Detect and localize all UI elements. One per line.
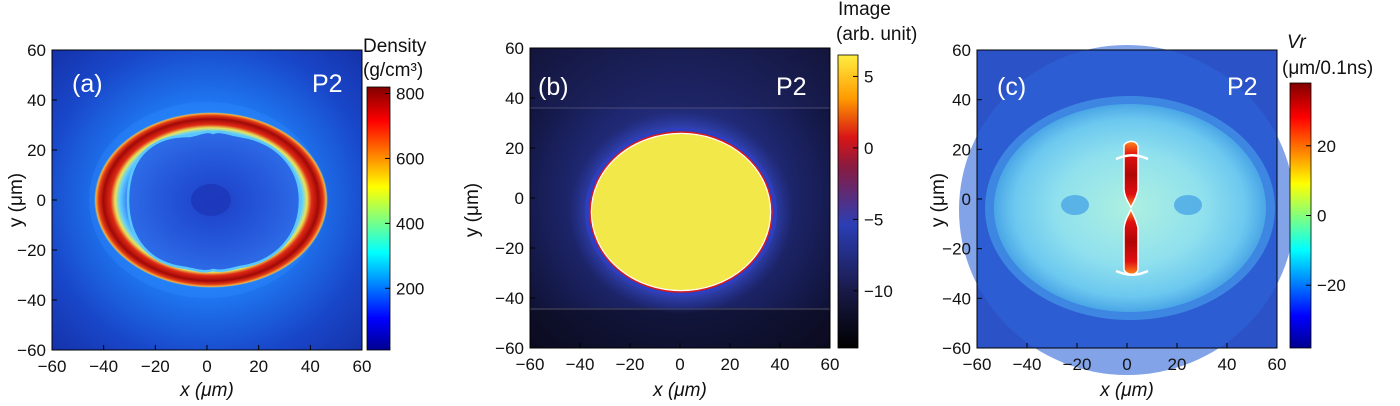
x-ticks-a: −60 −40 −20 0 20 40 60 <box>38 345 372 376</box>
x-tick-label: −40 <box>89 357 118 376</box>
x-tick-label: 20 <box>721 355 740 374</box>
y-axis-label-c: y (μm) <box>928 173 949 227</box>
colorbar-title-c-line1: Vr <box>1287 32 1306 53</box>
x-tick-label: 40 <box>1218 355 1237 374</box>
panel-label-c: (c) <box>997 73 1026 101</box>
colorbar-tick-label: 20 <box>1317 137 1336 156</box>
x-tick-label: 60 <box>1268 355 1287 374</box>
y-tick-label: 40 <box>952 91 971 110</box>
tag-p2-c: P2 <box>1227 73 1258 101</box>
x-tick-label: −60 <box>38 357 67 376</box>
panel-c: (c) P2 −60 −40 −20 0 20 40 60 −60 −40 −20 0 20 40 60… <box>928 32 1373 401</box>
tag-p2-b: P2 <box>776 73 807 101</box>
y-tick-label: 60 <box>505 39 524 58</box>
y-tick-label: 0 <box>37 191 46 210</box>
x-tick-label: −20 <box>141 357 170 376</box>
y-tick-label: −60 <box>495 339 524 358</box>
colorbar-b <box>837 54 859 349</box>
colorbar-tick-label: 200 <box>396 279 424 298</box>
x-tick-label: −60 <box>963 355 992 374</box>
colorbar-a <box>366 86 391 351</box>
x-axis-label-b: x (μm) <box>652 380 707 401</box>
x-tick-label: 0 <box>675 355 684 374</box>
x-ticks-c: −60 −40 −20 0 20 40 60 <box>963 343 1287 374</box>
panel-label-b: (b) <box>538 73 569 101</box>
colorbar-tick-label: 800 <box>396 84 424 103</box>
y-ticks-a: −60 −40 −20 0 20 40 60 <box>17 41 57 360</box>
x-tick-label: 20 <box>249 357 268 376</box>
x-tick-label: −60 <box>516 355 545 374</box>
x-tick-label: 0 <box>1122 355 1131 374</box>
y-tick-label: −20 <box>495 239 524 258</box>
x-tick-label: 40 <box>771 355 790 374</box>
y-axis-label-b: y (μm) <box>462 183 483 237</box>
y-axis-label-a: y (μm) <box>6 173 27 227</box>
y-tick-label: 20 <box>27 141 46 160</box>
colorbar-tick-label: −5 <box>864 210 883 229</box>
colorbar-ticks-b: 5 0 −5 −10 <box>853 67 893 301</box>
y-tick-label: 40 <box>505 89 524 108</box>
colorbar-tick-label: 5 <box>864 67 873 86</box>
colorbar-tick-label: 0 <box>864 139 873 158</box>
heatmap-a <box>52 50 362 350</box>
y-ticks-c: −60 −40 −20 0 20 40 60 <box>942 41 982 358</box>
y-tick-label: −20 <box>17 241 46 260</box>
x-axis-label-a: x (μm) <box>179 380 234 401</box>
x-ticks-b: −60 −40 −20 0 20 40 60 <box>516 343 840 374</box>
tag-p2-a: P2 <box>312 70 343 98</box>
colorbar-title-a-line1: Density <box>363 36 427 57</box>
x-tick-label: −20 <box>1063 355 1092 374</box>
colorbar-tick-label: −20 <box>1317 276 1346 295</box>
colorbar-title-b-line1: Image <box>838 0 891 20</box>
y-tick-label: −60 <box>17 341 46 360</box>
colorbar-tick-label: 400 <box>396 214 424 233</box>
y-tick-label: −40 <box>495 289 524 308</box>
panel-a: (a) P2 −60 −40 −20 0 20 40 60 −60 −40 −20 0 20 40 60… <box>6 36 427 401</box>
x-tick-label: −40 <box>1013 355 1042 374</box>
y-tick-label: 60 <box>27 41 46 60</box>
colorbar-title-a-line2: (g/cm³) <box>363 60 423 81</box>
colorbar-tick-label: −10 <box>864 282 893 301</box>
heatmap-b <box>530 48 830 348</box>
x-tick-label: −20 <box>616 355 645 374</box>
y-tick-label: −60 <box>942 339 971 358</box>
colorbar-ticks-c: 20 0 −20 <box>1306 137 1346 295</box>
colorbar-tick-label: 0 <box>1317 207 1326 226</box>
x-tick-label: 60 <box>353 357 372 376</box>
x-tick-label: 0 <box>202 357 211 376</box>
panel-label-a: (a) <box>72 70 103 98</box>
y-tick-label: −20 <box>942 240 971 259</box>
y-tick-label: 0 <box>962 190 971 209</box>
x-tick-label: 60 <box>821 355 840 374</box>
panel-b: (b) P2 −60 −40 −20 0 20 40 60 −60 −40 −20 0 20 40 60… <box>462 0 917 401</box>
y-tick-label: −40 <box>17 291 46 310</box>
heatmap-c <box>959 45 1295 375</box>
y-tick-label: −40 <box>942 289 971 308</box>
x-axis-label-c: x (μm) <box>1099 380 1154 401</box>
y-tick-label: 40 <box>27 91 46 110</box>
y-tick-label: 20 <box>952 140 971 159</box>
x-tick-label: 20 <box>1168 355 1187 374</box>
colorbar-tick-label: 600 <box>396 149 424 168</box>
colorbar-title-c-line2: (μm/0.1ns) <box>1282 58 1373 79</box>
y-ticks-b: −60 −40 −20 0 20 40 60 <box>495 39 535 358</box>
y-tick-label: 0 <box>515 189 524 208</box>
colorbar-ticks-a: 200 400 600 800 <box>385 84 424 298</box>
colorbar-title-b-line2: (arb. unit) <box>836 24 917 45</box>
y-tick-label: 20 <box>505 139 524 158</box>
x-tick-label: 40 <box>301 357 320 376</box>
x-tick-label: −40 <box>566 355 595 374</box>
y-tick-label: 60 <box>952 41 971 60</box>
